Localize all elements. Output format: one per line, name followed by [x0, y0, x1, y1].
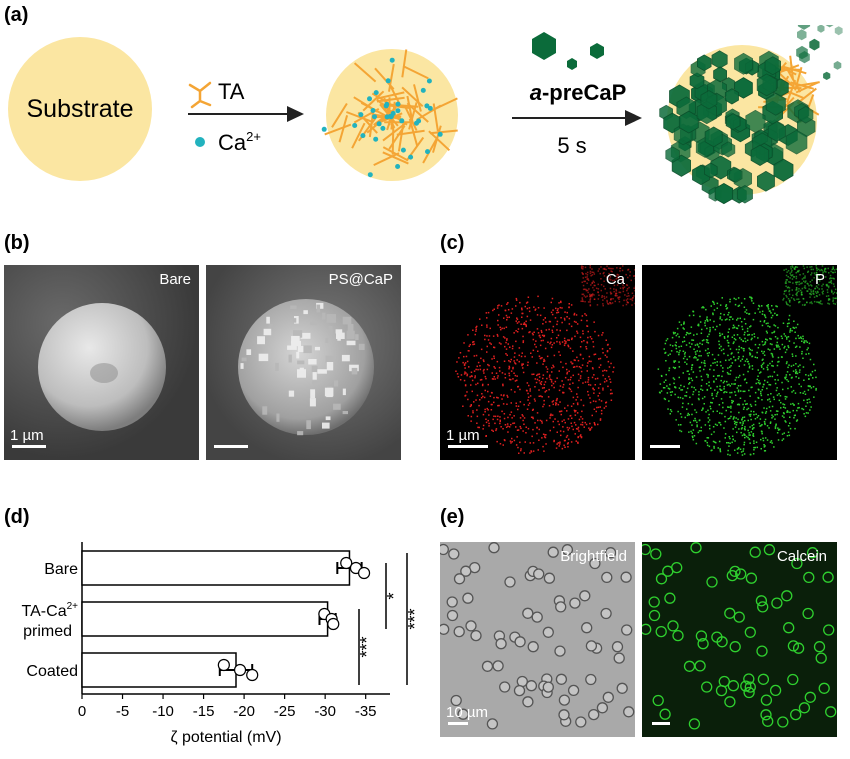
x-tick-label: 0 [78, 703, 86, 720]
scale-bar [650, 445, 680, 448]
ca-label: Ca2+ [218, 129, 261, 155]
scale-bar [214, 445, 248, 448]
category-label: primed [23, 623, 72, 640]
primed-particle [321, 49, 458, 181]
coated-particle [659, 25, 843, 205]
scale-bar [12, 445, 46, 448]
brightfield-tag: Brightfield [560, 548, 627, 565]
eds-ca-map: Ca 1 µm [440, 265, 635, 460]
eds-p-map: P [642, 265, 837, 460]
panel-a-schematic: Substrate TA Ca2+ a-preCaP 5 s [8, 25, 843, 205]
data-point [357, 566, 371, 580]
category-label: Coated [26, 663, 78, 680]
calcein-image: Calcein [642, 542, 837, 737]
panel-b-label: (b) [4, 232, 30, 254]
significance-mark: *** [405, 608, 425, 629]
step2-time: 5 s [557, 133, 586, 158]
data-point [217, 658, 230, 672]
x-tick-label: -25 [274, 703, 296, 720]
eds-ca-tag: Ca [605, 271, 625, 288]
step1-arrowhead [287, 106, 304, 122]
x-tick-label: -30 [314, 703, 336, 720]
scale-bar-label: 1 µm [446, 427, 480, 444]
x-axis-label: ζ potential (mV) [170, 729, 281, 746]
zeta-potential-chart: 0 -5 -10 -15 -20 -25 -30 -35 ζ potential (mV) Bar… [22, 542, 425, 746]
eds-p-dots [657, 265, 837, 456]
category-label: TA-Ca2+ [22, 601, 79, 620]
x-tick-label: -20 [233, 703, 255, 720]
sem-bare-tag: Bare [159, 271, 191, 288]
sem-bare-sphere [38, 303, 166, 431]
x-tick-label: -5 [116, 703, 129, 720]
ca-ion-icon [195, 137, 205, 147]
scale-bar [448, 445, 488, 448]
brightfield-image: Brightfield 10 µm [440, 542, 635, 737]
scale-bar [448, 722, 468, 725]
scale-bar-label: 10 µm [446, 704, 488, 721]
significance-mark: * [384, 592, 404, 599]
bar [81, 550, 351, 586]
precap-label: a-preCaP [530, 80, 627, 105]
sem-coated-tag: PS@CaP [328, 271, 393, 288]
category-label: Bare [44, 561, 78, 578]
eds-p-tag: P [814, 271, 825, 288]
ta-label: TA [218, 79, 245, 104]
sem-coated-sphere [238, 299, 374, 436]
substrate-circle [8, 37, 152, 181]
calcein-tag: Calcein [776, 548, 827, 565]
brightfield-cells [440, 542, 635, 730]
calcein-cells [642, 542, 837, 730]
sem-coated-image: PS@CaP [206, 265, 401, 460]
sem-bare-image: Bare 1 µm [4, 265, 199, 460]
data-point [327, 617, 340, 631]
data-point [246, 668, 259, 682]
data-point [233, 663, 247, 677]
substrate-label: Substrate [26, 95, 133, 123]
panel-a-label: (a) [4, 4, 29, 26]
data-point [340, 556, 353, 570]
cap-crystal-icons [532, 32, 604, 70]
x-tick-label: -10 [152, 703, 174, 720]
x-tick-label: -15 [193, 703, 215, 720]
bar [81, 601, 329, 637]
scale-bar-label: 1 µm [10, 427, 44, 444]
panel-c-label: (c) [440, 232, 465, 254]
ta-icon [188, 81, 212, 109]
eds-ca-dots [455, 265, 635, 454]
x-tick-label: -35 [355, 703, 377, 720]
scale-bar [652, 722, 670, 725]
bar [81, 652, 237, 688]
significance-mark: *** [357, 636, 377, 657]
panel-d-label: (d) [4, 506, 30, 528]
panel-e-label: (e) [440, 506, 465, 528]
step2-arrowhead [625, 110, 642, 126]
